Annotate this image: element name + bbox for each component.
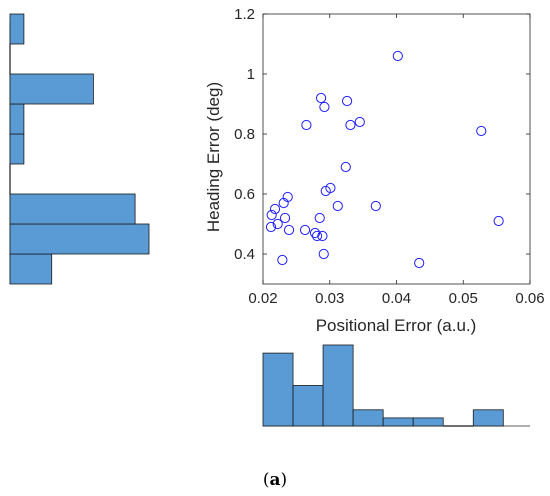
left-hist-bar (9, 103, 25, 135)
bottom-hist-bar (382, 417, 414, 427)
scatter-points (265, 50, 504, 269)
x-tick-label: 0.04 (382, 290, 411, 307)
bottom-hist-bar (322, 344, 354, 427)
x-tick-label: 0.03 (315, 290, 344, 307)
scatter-point (266, 209, 277, 221)
scatter-point (314, 212, 325, 224)
x-tick-label: 0.05 (449, 290, 478, 307)
scatter-point (493, 215, 504, 227)
scatter-point (414, 257, 425, 269)
scatter-point (299, 224, 311, 236)
scatter-point (332, 200, 343, 212)
heading-error-histogram (9, 13, 150, 285)
scatter-point (317, 230, 328, 242)
bottom-hist-bar (352, 409, 384, 427)
scatter-axes: 0.02 0.03 0.04 0.05 0.06 0.4 0.6 0.8 1 1.2 (234, 6, 544, 307)
bottom-hist-bar (412, 417, 444, 427)
y-tick-label: 0.8 (234, 126, 255, 143)
x-axis-label: Positional Error (a.u.) (316, 316, 477, 335)
scatter-point (325, 182, 336, 194)
scatter-point (319, 101, 330, 113)
scatter-point (392, 50, 403, 62)
left-hist-bar (9, 73, 94, 105)
scatter-point (269, 203, 281, 215)
x-tick-label: 0.06 (515, 290, 544, 307)
scatter-point (283, 224, 295, 236)
scatter-plot: 0.02 0.03 0.04 0.05 0.06 0.4 0.6 0.8 1 1.2 Positi… (204, 6, 545, 335)
bottom-hist-bar (472, 409, 504, 427)
scatter-point (340, 161, 351, 173)
scatter-point (342, 95, 353, 107)
y-tick-label: 0.4 (234, 246, 255, 263)
left-hist-bar (9, 193, 136, 225)
caption-close-paren: ) (281, 470, 288, 490)
scatter-point (370, 200, 381, 212)
y-tick-label: 1.2 (234, 6, 255, 23)
scatter-point (315, 92, 327, 104)
caption-open-paren: ( (263, 470, 270, 490)
left-hist-bar (9, 223, 150, 255)
caption-letter: a (269, 470, 280, 490)
y-tick-label: 1 (247, 66, 255, 83)
left-hist-bar (9, 253, 53, 285)
scatter-point (318, 248, 329, 260)
scatter-point (272, 218, 283, 230)
scatter-point (277, 254, 288, 266)
y-axis-label: Heading Error (deg) (204, 82, 223, 232)
left-hist-bar (9, 133, 25, 165)
left-hist-bar (9, 13, 25, 45)
scatter-point (279, 212, 291, 224)
scatter-point (354, 116, 365, 128)
scatter-axes-box (262, 13, 531, 285)
scatter-point (301, 119, 312, 131)
x-tick-label: 0.02 (248, 290, 277, 307)
scatter-point (345, 119, 356, 131)
y-tick-label: 0.6 (234, 186, 255, 203)
scatter-point (309, 227, 321, 239)
bottom-hist-bar (262, 352, 294, 427)
figure-caption: (a) (263, 470, 287, 490)
bottom-hist-bar (292, 385, 324, 427)
scatter-point (476, 125, 487, 137)
scatter-point (311, 230, 323, 242)
positional-error-histogram (262, 344, 530, 427)
scatter-point (282, 191, 293, 203)
scatter-point (265, 221, 277, 233)
